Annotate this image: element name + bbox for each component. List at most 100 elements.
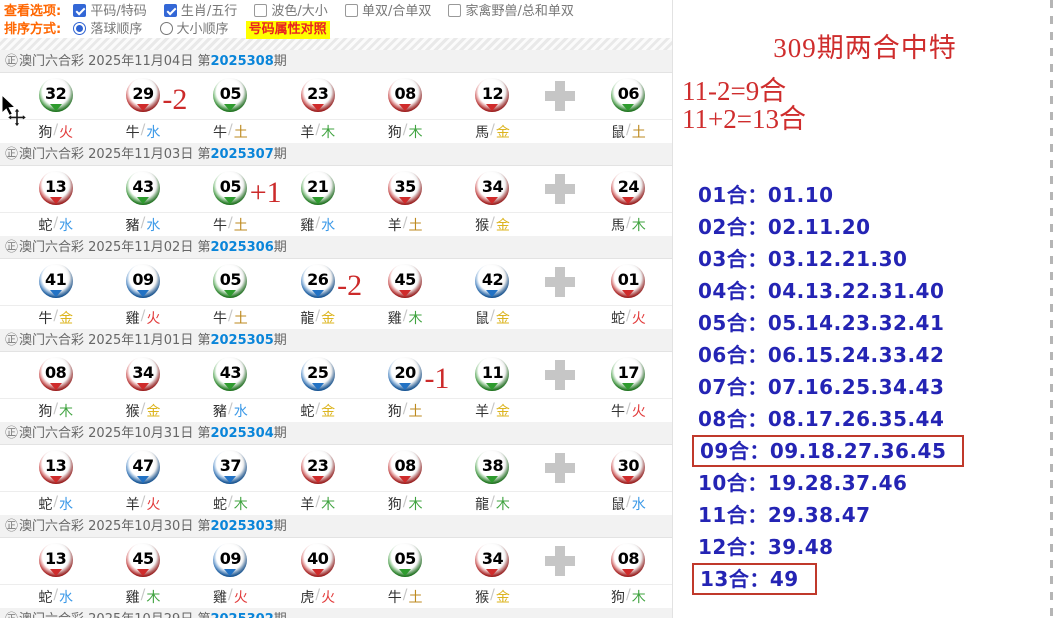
radio-icon[interactable] [159,22,173,35]
draw-period-number: 2025303 [210,519,274,534]
draw-header[interactable]: ㊣澳门六合彩 2025年11月01日 第2025305期 [0,329,672,352]
balls-row: 41 09 05 26 -2 45 42 01 [0,259,672,305]
draw-header[interactable]: ㊣澳门六合彩 2025年10月29日 第2025302期 [0,608,672,618]
options-bar: 查看选项: 平码/特码 生肖/五行 波色/大小 单双/合单双 家禽野兽/总和单双… [0,0,672,39]
draw-header[interactable]: ㊣澳门六合彩 2025年11月04日 第2025308期 [0,50,672,73]
element-char: 水 [321,217,336,234]
zodiac-cell: 猴 / 金 [99,401,186,421]
checkbox-shengxiao-wuxing[interactable]: 生肖/五行 [163,4,237,19]
element-char: 金 [495,310,510,327]
plus-cell [536,360,585,390]
draw-header[interactable]: ㊣澳门六合彩 2025年11月02日 第2025306期 [0,236,672,259]
element-char: 金 [495,217,510,234]
ball-number: 08 [394,84,416,103]
zodiac-char: 馬 [611,217,625,234]
ball-number: 23 [307,456,329,475]
plus-cell [536,267,585,297]
radio-icon[interactable] [73,22,87,35]
sort-options-label: 排序方式: [4,22,62,37]
zodiac-char: 豬 [125,217,140,234]
hand-annotation: -2 [162,82,188,116]
lottery-ball: 08 [388,77,423,112]
he-list-item: 04合：04.13.22.31.40 [698,279,945,303]
ball-cell: 01 [585,263,672,298]
lottery-ball: 12 [475,77,510,112]
draw-period-number: 2025308 [210,54,274,69]
ball-number: 34 [132,363,154,382]
checkbox-danshuang-hedanshuang[interactable]: 单双/合单双 [344,4,431,19]
divider-hatch-band [0,38,672,50]
zodiac-cell: 狗 / 木 [361,494,448,514]
checkbox-icon[interactable] [344,4,358,17]
slash: / [402,307,408,324]
ball-cell: 08 [361,77,448,112]
zodiac-char: 牛 [213,124,228,141]
lottery-ball: 47 [126,449,161,484]
zodiac-cell: 牛 / 土 [187,308,274,328]
zodiac-cell: 牛 / 金 [12,308,99,328]
checkbox-icon[interactable] [163,4,177,17]
lottery-ball: 45 [126,542,161,577]
draw-source-date: 澳门六合彩 2025年10月31日 第 [19,426,211,441]
zodiac-cell: 豬 / 水 [99,215,186,235]
ball-number: 41 [45,270,67,289]
element-char: 土 [233,310,248,327]
ball-number: 47 [132,456,154,475]
radio-daxiao-order[interactable]: 大小顺序 [159,22,229,37]
ball-number: 32 [45,84,67,103]
zodiac-char: 蛇 [38,496,53,513]
ball-number: 38 [481,456,504,475]
slash: / [490,586,495,603]
element-char: 金 [495,403,510,420]
checkbox-bose-daxiao[interactable]: 波色/大小 [254,4,328,19]
lottery-ball: 08 [611,542,646,577]
prediction-formulas: 11-2=9合 11+2=13合 [682,77,1056,133]
lottery-ball: 13 [38,542,73,577]
draw-header[interactable]: ㊣澳门六合彩 2025年10月30日 第2025303期 [0,515,672,538]
draw-header[interactable]: ㊣澳门六合彩 2025年10月31日 第2025304期 [0,422,672,445]
zodiac-char: 虎 [300,589,315,606]
checkbox-pingma-tema[interactable]: 平码/特码 [73,4,147,19]
he-list-item: 11合：29.38.47 [698,503,871,527]
zodiac-cell: 蛇 / 水 [12,587,99,607]
draw-period-number: 2025304 [210,426,274,441]
draw-row: ㊣澳门六合彩 2025年10月31日 第2025304期 13 47 37 23 08 38… [0,422,672,515]
element-char: 木 [233,496,248,513]
slash: / [53,307,59,324]
zodiac-cell: 牛 / 土 [187,215,274,235]
lottery-source-icon: ㊣ [5,612,18,618]
ball-cell: 24 [585,170,672,205]
checkbox-icon[interactable] [73,4,87,17]
lottery-ball: 38 [475,449,510,484]
number-attribute-compare-link[interactable]: 号码属性对照 [245,21,330,39]
zodiac-cell: 猴 / 金 [449,587,536,607]
checkbox-jiaqin-yeshou[interactable]: 家禽野兽/总和单双 [448,4,574,19]
lottery-ball: 34 [475,542,510,577]
lottery-ball: 34 [126,356,161,391]
ball-cell: 25 [274,356,361,391]
lottery-ball: 35 [388,170,423,205]
lottery-ball: 05 [213,170,248,205]
lottery-ball: 21 [300,170,335,205]
zodiac-cell: 雞 / 火 [187,587,274,607]
zodiac-char: 羊 [125,496,140,513]
he-list-item: 09合：09.18.27.36.45 [692,435,965,467]
lottery-ball: 25 [300,356,335,391]
ball-cell: 45 [99,542,186,577]
ball-cell: 43 [99,170,186,205]
zodiac-char: 狗 [387,496,402,513]
ball-number: 05 [219,177,242,196]
zodiac-char: 狗 [611,589,625,606]
scrollbar[interactable] [1050,0,1053,618]
ball-cell: 29 -2 [99,77,187,116]
element-char: 水 [233,403,248,420]
formula-line: 11-2=9合 [682,76,787,106]
ball-number: 08 [617,549,640,568]
radio-luoqiu-order[interactable]: 落球顺序 [73,22,142,37]
he-number-list: 01合：01.10 02合：02.11.20 03合：03.12.21.30 04合：… [692,179,1056,595]
draw-header[interactable]: ㊣澳门六合彩 2025年11月03日 第2025307期 [0,143,672,166]
checkbox-icon[interactable] [448,4,462,17]
lottery-ball: 17 [611,356,646,391]
he-list-item: 10合：19.28.37.46 [698,471,908,495]
checkbox-icon[interactable] [254,4,268,17]
